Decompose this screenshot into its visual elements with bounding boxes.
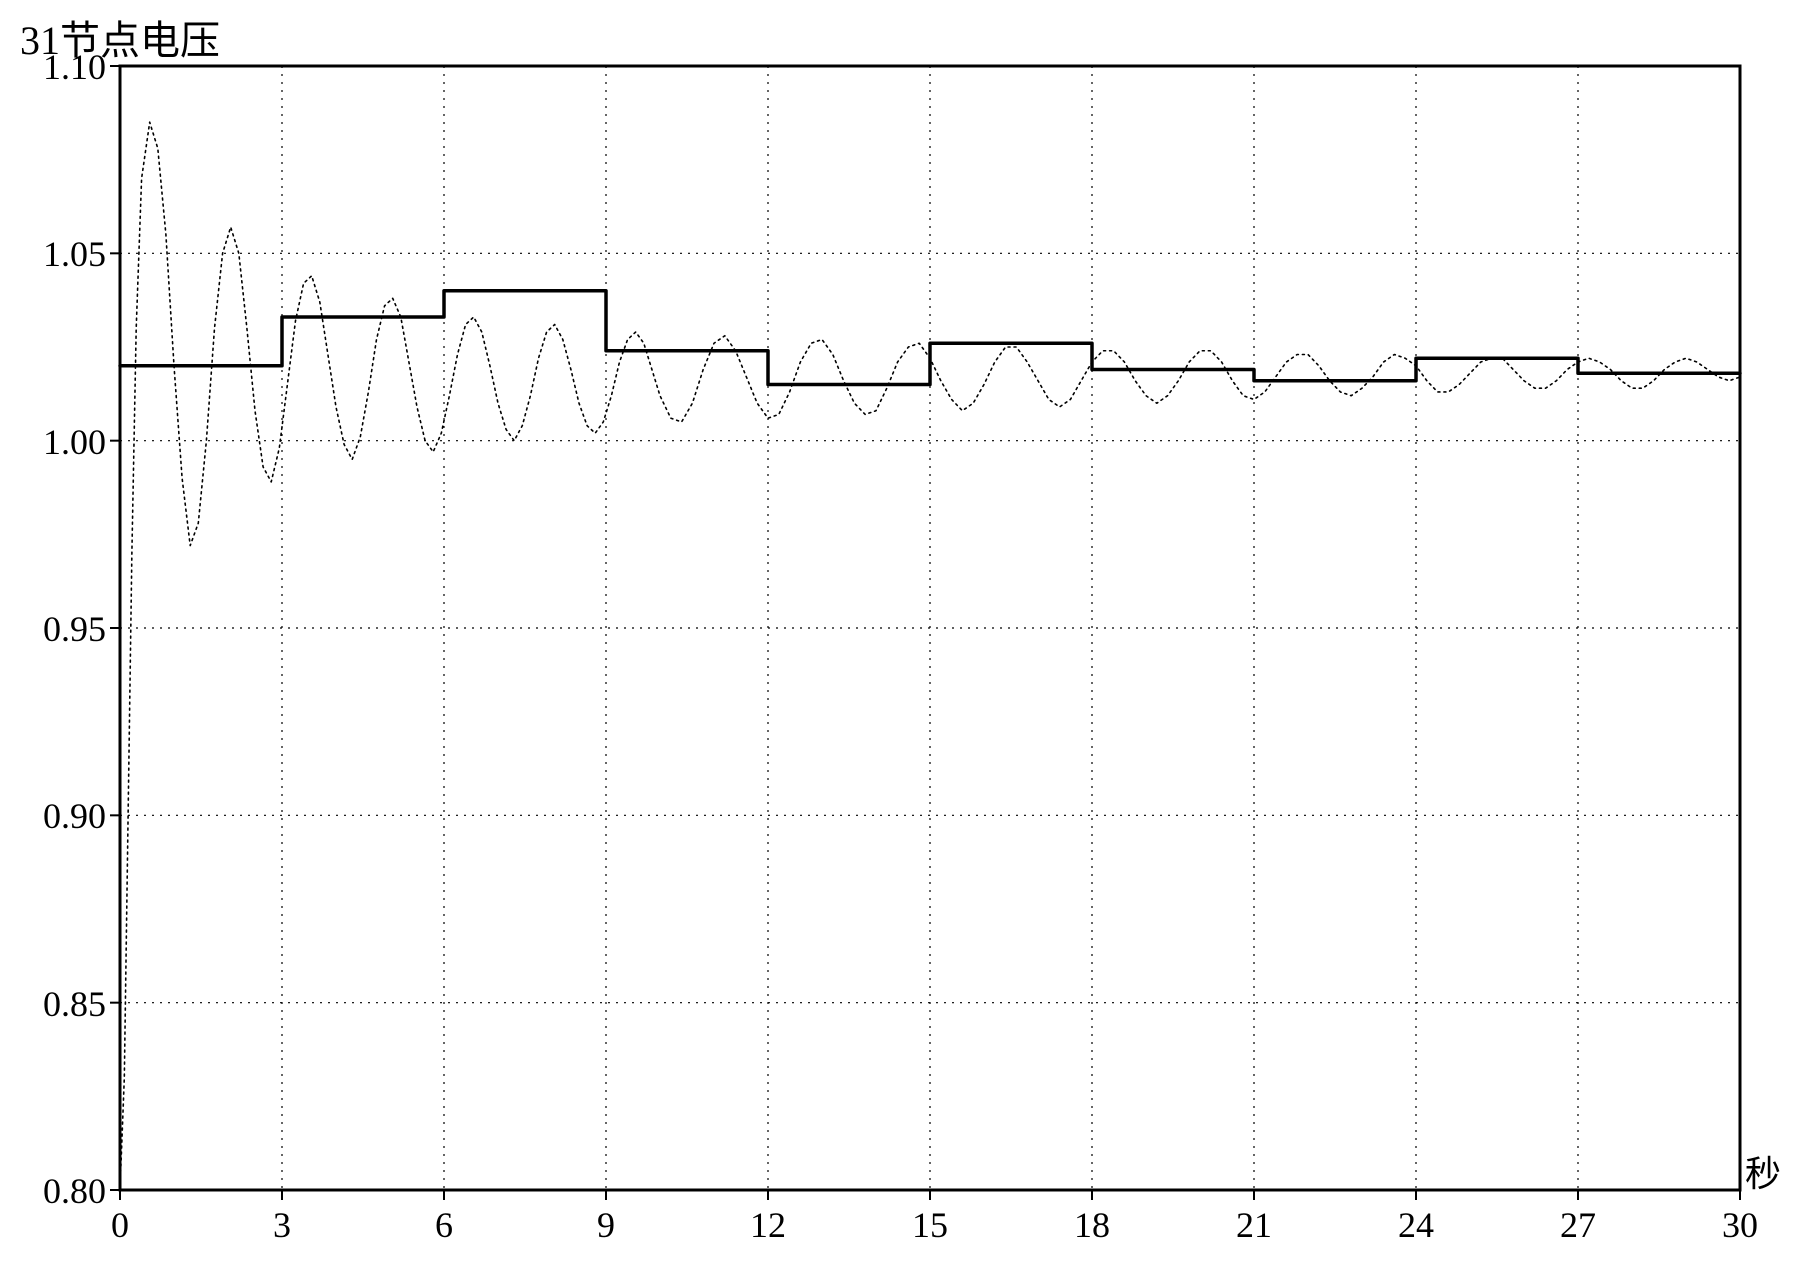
- x-tick: 6: [424, 1204, 464, 1246]
- chart-canvas: [0, 0, 1804, 1264]
- x-tick: 15: [910, 1204, 950, 1246]
- y-tick: 0.90: [43, 795, 106, 837]
- x-tick: 0: [100, 1204, 140, 1246]
- x-tick: 9: [586, 1204, 626, 1246]
- y-tick: 1.10: [43, 46, 106, 88]
- x-tick: 12: [748, 1204, 788, 1246]
- x-tick: 3: [262, 1204, 302, 1246]
- x-tick: 27: [1558, 1204, 1598, 1246]
- x-tick: 21: [1234, 1204, 1274, 1246]
- x-tick: 30: [1720, 1204, 1760, 1246]
- x-tick: 24: [1396, 1204, 1436, 1246]
- y-tick: 1.00: [43, 421, 106, 463]
- voltage-chart: 31节点电压 秒 0.800.850.900.951.001.051.10 03…: [0, 0, 1804, 1264]
- y-tick: 0.80: [43, 1170, 106, 1212]
- x-axis-label: 秒: [1745, 1145, 1781, 1197]
- y-tick: 0.85: [43, 983, 106, 1025]
- y-tick: 0.95: [43, 608, 106, 650]
- y-tick: 1.05: [43, 233, 106, 275]
- x-tick: 18: [1072, 1204, 1112, 1246]
